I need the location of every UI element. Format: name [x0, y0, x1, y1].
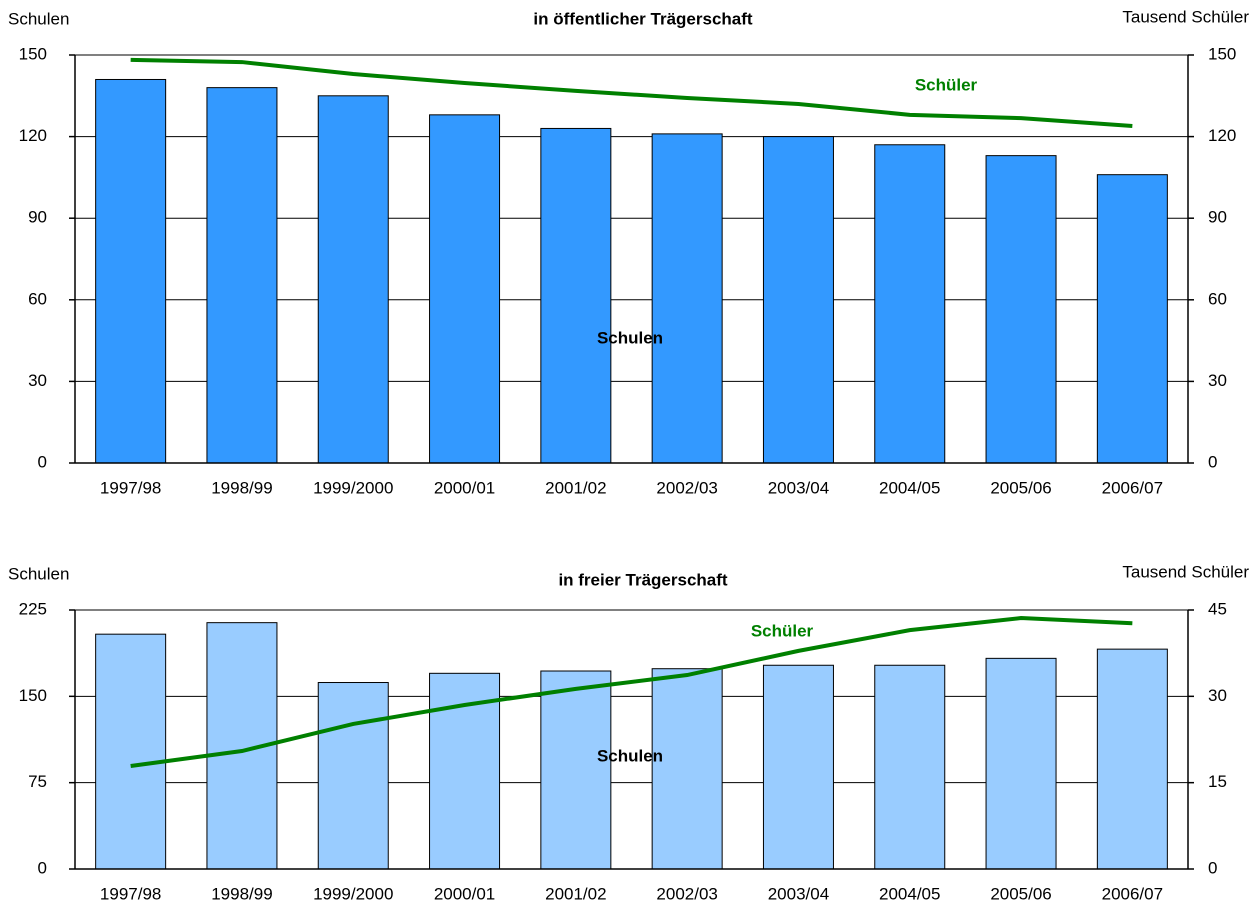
- x-tick-label: 1999/2000: [313, 884, 393, 903]
- y2-tick-label: 120: [1208, 126, 1236, 145]
- y-tick-label: 150: [19, 686, 47, 705]
- y-tick-label: 225: [19, 599, 47, 618]
- y-tick-label: 0: [38, 452, 47, 471]
- x-tick-label: 2005/06: [990, 884, 1051, 903]
- y2-tick-label: 45: [1208, 599, 1227, 618]
- x-tick-label: 2001/02: [545, 478, 606, 497]
- chart-title: in freier Trägerschaft: [558, 570, 727, 589]
- y-tick-label: 0: [38, 858, 47, 877]
- bar: [95, 78, 167, 464]
- y2-axis-label: Tausend Schüler: [1122, 7, 1249, 26]
- x-tick-label: 1998/99: [211, 478, 272, 497]
- line-series-label: Schüler: [751, 621, 814, 640]
- bar: [317, 95, 389, 464]
- x-tick-label: 2004/05: [879, 478, 940, 497]
- y2-axis-label: Tausend Schüler: [1122, 562, 1249, 581]
- bar: [874, 144, 946, 464]
- y2-tick-label: 60: [1208, 289, 1227, 308]
- bar-series-label: Schulen: [597, 328, 663, 347]
- x-tick-label: 2004/05: [879, 884, 940, 903]
- x-tick-label: 1997/98: [100, 884, 161, 903]
- y-axis-label: Schulen: [8, 564, 69, 583]
- bar: [540, 670, 612, 870]
- y-tick-label: 30: [28, 371, 47, 390]
- y-axis-label: Schulen: [8, 9, 69, 28]
- bar: [1096, 174, 1168, 464]
- bar: [1096, 648, 1168, 870]
- y2-tick-label: 15: [1208, 772, 1227, 791]
- x-tick-label: 2002/03: [656, 478, 717, 497]
- x-tick-label: 1998/99: [211, 884, 272, 903]
- x-tick-label: 2003/04: [768, 478, 829, 497]
- y2-tick-label: 150: [1208, 44, 1236, 63]
- bar: [762, 136, 834, 464]
- y2-tick-label: 30: [1208, 686, 1227, 705]
- y-tick-label: 150: [19, 44, 47, 63]
- y-tick-label: 75: [28, 772, 47, 791]
- x-tick-label: 2002/03: [656, 884, 717, 903]
- bar: [985, 657, 1057, 870]
- bar: [206, 87, 278, 464]
- x-tick-label: 2001/02: [545, 884, 606, 903]
- bar-series-label: Schulen: [597, 746, 663, 765]
- y-tick-label: 90: [28, 208, 47, 227]
- bar: [95, 633, 167, 870]
- y2-tick-label: 0: [1208, 452, 1217, 471]
- line-series: [130, 57, 1133, 128]
- bar: [651, 133, 723, 464]
- line-series: [130, 616, 1133, 768]
- y-tick-label: 120: [19, 126, 47, 145]
- line-series-label: Schüler: [915, 75, 978, 94]
- x-tick-label: 2005/06: [990, 478, 1051, 497]
- bar: [429, 114, 501, 464]
- bar: [874, 664, 946, 870]
- x-tick-label: 2003/04: [768, 884, 829, 903]
- y2-tick-label: 90: [1208, 208, 1227, 227]
- x-tick-label: 1999/2000: [313, 478, 393, 497]
- bar: [762, 664, 834, 870]
- bar: [651, 668, 723, 870]
- bar: [985, 155, 1057, 464]
- chart-title: in öffentlicher Trägerschaft: [533, 9, 752, 28]
- x-tick-label: 1997/98: [100, 478, 161, 497]
- bar: [317, 682, 389, 870]
- y2-tick-label: 0: [1208, 858, 1217, 877]
- x-tick-label: 2000/01: [434, 884, 495, 903]
- x-tick-label: 2000/01: [434, 478, 495, 497]
- y2-tick-label: 30: [1208, 371, 1227, 390]
- bar: [540, 127, 612, 464]
- x-tick-label: 2006/07: [1102, 478, 1163, 497]
- x-tick-label: 2006/07: [1102, 884, 1163, 903]
- y-tick-label: 60: [28, 289, 47, 308]
